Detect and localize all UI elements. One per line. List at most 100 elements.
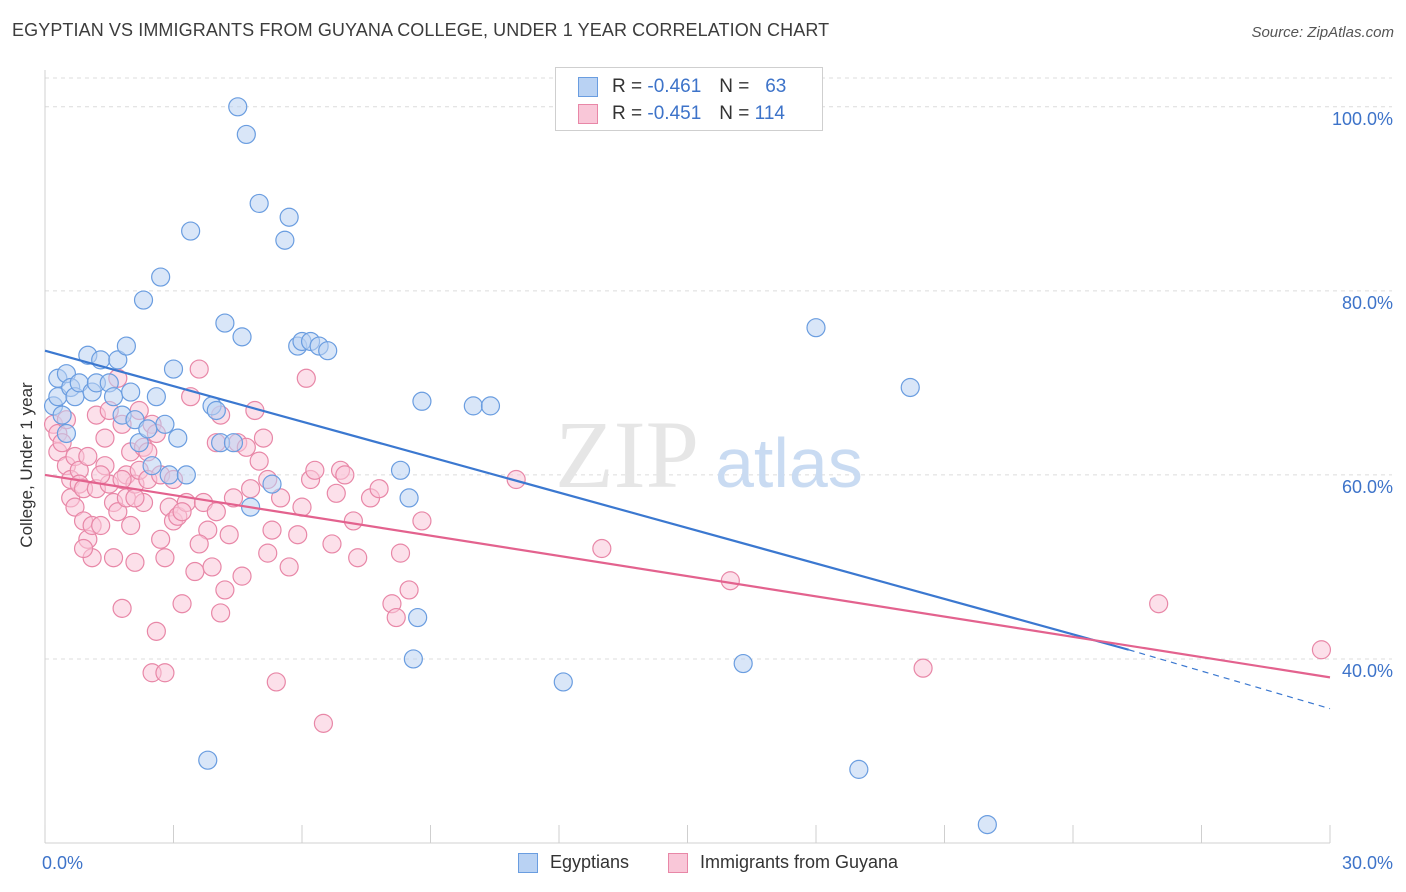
egyptian-point (900, 377, 920, 398)
guyana-point (189, 359, 209, 379)
guyana-point (399, 580, 419, 600)
guyana-point (249, 451, 269, 471)
legend-label-guyana: Immigrants from Guyana (700, 852, 899, 872)
egyptian-point (232, 327, 252, 347)
egyptian-point (275, 230, 295, 250)
guyana-point (296, 368, 316, 388)
egyptian-trend-line (44, 349, 1129, 651)
guyana-point (91, 515, 111, 536)
egyptian-points (43, 97, 997, 835)
egyptian-point (390, 460, 411, 480)
egyptian-point (103, 387, 124, 407)
guyana-point (65, 497, 85, 517)
guyana-point (211, 603, 231, 623)
guyana-point (155, 548, 175, 568)
egyptian-point (849, 759, 869, 779)
legend-label-egyptians: Egyptians (550, 852, 630, 872)
guyana-point (146, 621, 166, 641)
guyana-point (172, 594, 192, 614)
guyana-point (305, 460, 325, 480)
egyptian-point (108, 350, 128, 370)
guyana-point (121, 515, 141, 536)
egyptian-point (159, 465, 179, 485)
guyana-point (386, 607, 406, 628)
egyptian-point (403, 649, 423, 669)
egyptian-point (168, 428, 188, 448)
guyana-point (253, 428, 274, 448)
guyana-point (198, 520, 218, 540)
legend-swatch-guyana (668, 852, 688, 873)
guyana-point (412, 511, 432, 531)
guyana-point (262, 520, 282, 540)
egyptian-point (52, 405, 72, 425)
guyana-point (125, 552, 145, 572)
egyptian-point (181, 221, 201, 241)
guyana-point (172, 502, 192, 522)
legend-swatch-egyptians (578, 77, 598, 97)
guyana-point (266, 672, 286, 692)
guyana-point (95, 428, 115, 448)
legend-n-label: N = (719, 103, 750, 124)
egyptian-point (142, 456, 162, 476)
guyana-point (348, 548, 368, 568)
legend-r-value: -0.451 (647, 103, 702, 124)
egyptian-point (806, 318, 826, 338)
legend-item-guyana[interactable]: Immigrants from Guyana (668, 852, 898, 873)
guyana-point (232, 566, 252, 586)
egyptian-point (133, 290, 154, 310)
legend-item-egyptians[interactable]: Egyptians (518, 852, 629, 873)
guyana-point (108, 502, 128, 522)
egyptian-point (733, 653, 753, 674)
guyana-point (913, 658, 933, 678)
y-tick-label: 80.0% (1342, 293, 1393, 313)
guyana-point (223, 488, 244, 508)
guyana-point (241, 479, 261, 499)
guyana-point (506, 469, 526, 490)
legend-row-egyptians: R = -0.461 N = 63 (578, 74, 786, 100)
egyptian-point (412, 391, 432, 411)
egyptian-point (116, 336, 136, 356)
egyptian-point (408, 607, 428, 628)
egyptian-point (279, 207, 299, 227)
egyptian-point (56, 423, 77, 444)
watermark-atlas: atlas (715, 424, 863, 502)
egyptian-point (228, 97, 248, 117)
guyana-point (322, 534, 342, 554)
egyptian-point (146, 387, 166, 407)
trend-lines (44, 349, 1331, 710)
guyana-point (335, 465, 355, 485)
guyana-point (313, 713, 334, 733)
egyptian-point (553, 672, 573, 692)
guyana-point (219, 525, 239, 545)
guyana-point (1149, 594, 1169, 614)
egyptian-point (480, 396, 501, 416)
y-tick-label: 40.0% (1342, 661, 1393, 681)
egyptian-point (399, 488, 419, 508)
egyptian-point (155, 414, 175, 434)
legend-n-label: N = (719, 76, 750, 97)
guyana-point (185, 561, 205, 582)
egyptian-point (977, 814, 997, 835)
guyana-point (390, 543, 411, 563)
guyana-point (125, 488, 145, 508)
egyptian-point (176, 465, 196, 485)
legend-n-value: 63 (765, 76, 787, 97)
egyptian-point (138, 419, 158, 439)
guyana-point (288, 525, 308, 545)
egyptian-point (129, 433, 149, 453)
y-tick-label: 100.0% (1332, 109, 1393, 129)
guyana-point (720, 571, 740, 591)
guyana-point (206, 502, 226, 522)
egyptian-point (151, 267, 171, 287)
watermark-zip: ZIP (555, 401, 699, 508)
egyptian-point (198, 750, 218, 770)
x-tick-label: 0.0% (42, 853, 83, 873)
guyana-point (1311, 640, 1332, 660)
legend-row-guyana: R = -0.451 N = 114 (578, 101, 785, 127)
series-legend: Egyptians Immigrants from Guyana (0, 852, 1406, 878)
egyptian-point (249, 193, 269, 214)
x-tick-label: 30.0% (1342, 853, 1393, 873)
guyana-point (112, 469, 132, 490)
guyana-point (112, 598, 132, 618)
egyptian-point (236, 124, 256, 145)
